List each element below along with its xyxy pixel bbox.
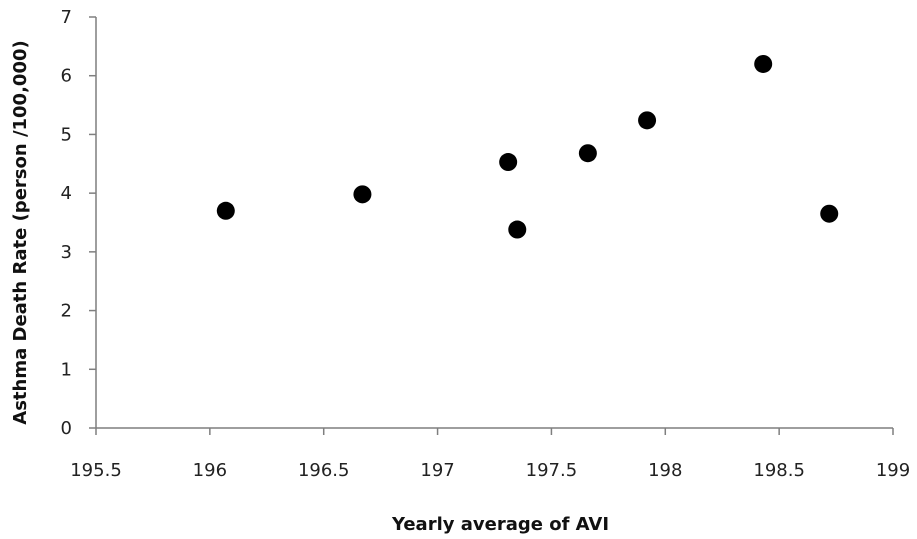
x-tick-label: 197 [420, 460, 454, 481]
y-tick-label: 4 [61, 183, 72, 204]
scatter-point [638, 111, 657, 130]
x-tick-label: 195.5 [70, 460, 122, 481]
scatter-point [754, 54, 773, 73]
x-tick-label: 197.5 [526, 460, 578, 481]
x-tick-label: 199 [876, 460, 910, 481]
y-axis-title: Asthma Death Rate (person /100,000) [10, 40, 31, 424]
scatter-point [578, 144, 597, 163]
y-tick-label: 0 [61, 418, 72, 439]
x-tick-label: 198.5 [753, 460, 805, 481]
data-points [216, 54, 839, 239]
x-axis-title: Yearly average of AVI [391, 514, 609, 535]
y-axis-ticks: 0 1 2 3 4 5 6 7 [61, 7, 96, 439]
x-tick-label: 198 [648, 460, 682, 481]
y-tick-label: 1 [61, 359, 72, 380]
scatter-point [353, 185, 372, 204]
x-tick-label: 196.5 [298, 460, 350, 481]
y-tick-label: 7 [61, 7, 72, 28]
scatter-point [216, 201, 235, 220]
scatter-point [820, 204, 839, 223]
plot-area: 195.5 196 196.5 197 197.5 198 198.5 199 0 1 2 3 4 5 6… [61, 7, 911, 481]
y-tick-label: 3 [61, 242, 72, 263]
y-tick-label: 2 [61, 301, 72, 322]
y-tick-label: 5 [61, 124, 72, 145]
x-tick-label: 196 [193, 460, 227, 481]
y-tick-label: 6 [61, 66, 72, 87]
scatter-point [499, 153, 518, 172]
x-axis-ticks: 195.5 196 196.5 197 197.5 198 198.5 199 [70, 428, 910, 481]
scatter-point [508, 220, 527, 239]
